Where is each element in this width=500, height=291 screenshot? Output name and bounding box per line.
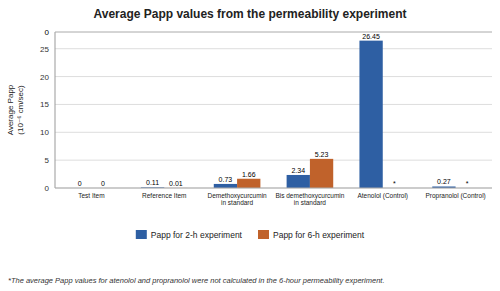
grid-line — [55, 160, 492, 161]
data-label: 2.34 — [291, 167, 305, 174]
data-label: 26.45 — [362, 33, 380, 40]
y-axis-line — [55, 32, 56, 188]
x-tick-label: Test Item — [78, 192, 104, 199]
title: Average Papp values from the permeabilit… — [93, 7, 406, 21]
data-label: * — [466, 180, 469, 187]
chart: Average Papp values from the permeabilit… — [0, 0, 500, 291]
grid-line — [55, 132, 492, 133]
bar — [287, 175, 310, 188]
data-label: 0 — [78, 180, 82, 187]
x-tick-label: Bis demethoxycurcuminin standard — [275, 192, 344, 206]
grid — [55, 49, 492, 188]
bar — [310, 159, 333, 188]
x-tick-label: Reference Item — [142, 192, 186, 199]
bars — [141, 41, 456, 188]
grid-line — [55, 48, 492, 49]
data-label: 0.11 — [146, 179, 159, 186]
data-label: 1.66 — [242, 171, 256, 178]
x-tick-label: Atenolol (Control) — [357, 192, 408, 200]
grid-line — [55, 76, 492, 77]
x-tick-label: Propranolol (Control) — [425, 192, 485, 200]
x-axis-line — [55, 188, 492, 189]
bar — [237, 179, 260, 188]
top-frame-line — [55, 32, 492, 33]
y-axis-label: Average Papp(10⁻⁶ cm/sec) — [6, 84, 25, 135]
data-labels: 0 0.11 0.73 2.34 26.45 0.27 0 0.01 1.66 5.23 * * — [78, 33, 469, 187]
data-label: 0.27 — [437, 178, 451, 185]
legend-label: Papp for 6-h experiment — [273, 230, 365, 240]
bar — [214, 184, 237, 188]
background — [0, 0, 500, 291]
legend-label: Papp for 2-h experiment — [151, 230, 243, 240]
y-tick-label: 0 — [45, 184, 50, 193]
y-tick-label: 5 — [45, 156, 50, 165]
legend-swatch — [136, 230, 147, 239]
y-tick-label: 10 — [40, 128, 49, 137]
y-tick-label: 20 — [40, 73, 49, 82]
legend: Papp for 2-h experiment Papp for 6-h expe… — [136, 230, 365, 240]
data-label: 0.01 — [169, 180, 183, 187]
bar — [359, 41, 382, 188]
data-label: 5.23 — [315, 151, 329, 158]
legend-swatch — [258, 230, 269, 239]
x-tick-label: Demethoxycurcuminin standard — [207, 192, 267, 206]
footnote: *The average Papp values for atenolol an… — [8, 276, 384, 285]
data-label: * — [393, 180, 396, 187]
annotation: 0 — [45, 28, 50, 37]
y-tick-label: 25 — [40, 45, 49, 54]
data-label: 0 — [101, 180, 105, 187]
grid-line — [55, 188, 492, 189]
grid-line — [55, 104, 492, 105]
y-tick-label: 15 — [40, 100, 49, 109]
data-label: 0.73 — [219, 176, 233, 183]
